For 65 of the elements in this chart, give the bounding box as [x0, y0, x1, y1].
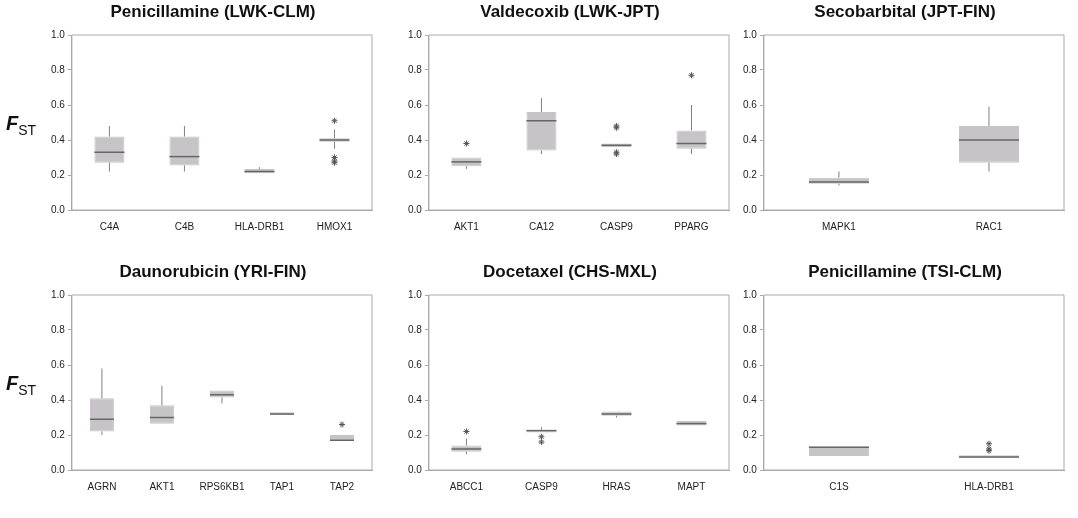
- y-tick-label: 0.6: [51, 98, 66, 110]
- y-tick-label: 0.6: [408, 358, 423, 370]
- y-tick-label: 1.0: [408, 28, 423, 40]
- y-tick-label: 0.8: [743, 63, 758, 75]
- x-tick-label: ABCC1: [449, 480, 484, 492]
- y-tick-label: 0.2: [51, 428, 66, 440]
- x-tick-label: MAPT: [677, 480, 706, 492]
- y-tick-label: 0.2: [408, 428, 423, 440]
- x-tick-label: CASP9: [525, 480, 559, 492]
- y-tick-label: 0.8: [743, 323, 758, 335]
- y-tick-label: 0.8: [408, 323, 423, 335]
- chart-title: Penicillamine (TSI-CLM): [807, 262, 1003, 282]
- y-tick-label: 0.0: [51, 203, 66, 215]
- x-tick-label: TAP2: [329, 480, 355, 492]
- x-tick-label: C4B: [174, 220, 195, 232]
- y-tick-label: 0.0: [51, 463, 66, 475]
- y-tick-label: 1.0: [51, 288, 66, 300]
- x-tick-label: HRAS: [602, 480, 631, 492]
- x-tick-label: CASP9: [600, 220, 634, 232]
- y-tick-label: 0.4: [743, 133, 758, 145]
- x-tick-label: AKT1: [149, 480, 175, 492]
- chart-title: Secobarbital (JPT-FIN): [813, 2, 997, 22]
- x-tick-label: MAPK1: [821, 220, 857, 232]
- x-tick-label: PPARG: [674, 220, 709, 232]
- y-tick-label: 0.8: [51, 323, 66, 335]
- x-tick-label: HLA-DRB1: [234, 220, 285, 232]
- chart-title: Penicillamine (LWK-CLM): [109, 2, 317, 22]
- y-tick-label: 0.6: [408, 98, 423, 110]
- y-tick-label: 1.0: [743, 288, 758, 300]
- chart-title: Docetaxel (CHS-MXL): [482, 262, 658, 282]
- y-tick-label: 0.4: [51, 393, 66, 405]
- x-tick-label: AKT1: [453, 220, 480, 232]
- x-tick-label: RAC1: [975, 220, 1003, 232]
- x-tick-label: AGRN: [87, 480, 117, 492]
- y-tick-label: 1.0: [408, 288, 423, 300]
- x-tick-label: HMOX1: [316, 220, 353, 232]
- y-tick-label: 0.8: [51, 63, 66, 75]
- y-axis-title: F$_{ST}$: [6, 372, 37, 398]
- y-tick-label: 0.4: [408, 393, 423, 405]
- y-tick-label: 0.4: [743, 393, 758, 405]
- y-axis-title: F$_{ST}$: [6, 112, 37, 138]
- y-tick-label: 0.4: [408, 133, 423, 145]
- y-tick-label: 0.4: [51, 133, 66, 145]
- y-tick-label: 0.2: [51, 168, 66, 180]
- y-tick-label: 1.0: [51, 28, 66, 40]
- y-tick-label: 0.2: [743, 428, 758, 440]
- y-tick-label: 0.8: [408, 63, 423, 75]
- x-tick-label: C1S: [829, 480, 849, 492]
- y-tick-label: 0.6: [51, 358, 66, 370]
- y-tick-label: 0.2: [408, 168, 423, 180]
- y-tick-label: 1.0: [743, 28, 758, 40]
- x-tick-label: CA12: [528, 220, 555, 232]
- y-tick-label: 0.0: [743, 463, 758, 475]
- y-tick-label: 0.0: [408, 203, 423, 215]
- chart-title: Valdecoxib (LWK-JPT): [479, 2, 661, 22]
- y-tick-label: 0.6: [743, 98, 758, 110]
- x-tick-label: TAP1: [269, 480, 295, 492]
- x-tick-label: HLA-DRB1: [964, 480, 1015, 492]
- y-tick-label: 0.6: [743, 358, 758, 370]
- chart-title: Daunorubicin (YRI-FIN): [118, 262, 308, 282]
- y-tick-label: 0.0: [408, 463, 423, 475]
- y-tick-label: 0.0: [743, 203, 758, 215]
- x-tick-label: C4A: [99, 220, 120, 232]
- y-tick-label: 0.2: [743, 168, 758, 180]
- x-tick-label: RPS6KB1: [199, 480, 245, 492]
